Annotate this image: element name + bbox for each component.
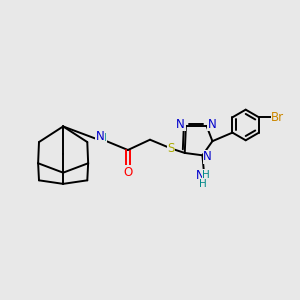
Text: S: S [167, 142, 175, 155]
Text: N: N [203, 150, 212, 163]
Text: H: H [99, 133, 107, 143]
Text: N: N [96, 130, 104, 143]
Text: N: N [208, 118, 216, 131]
Text: N: N [196, 169, 205, 182]
Text: H: H [202, 170, 210, 180]
Text: O: O [123, 166, 133, 178]
Text: N: N [176, 118, 185, 131]
Text: Br: Br [271, 111, 284, 124]
Text: H: H [200, 179, 207, 189]
